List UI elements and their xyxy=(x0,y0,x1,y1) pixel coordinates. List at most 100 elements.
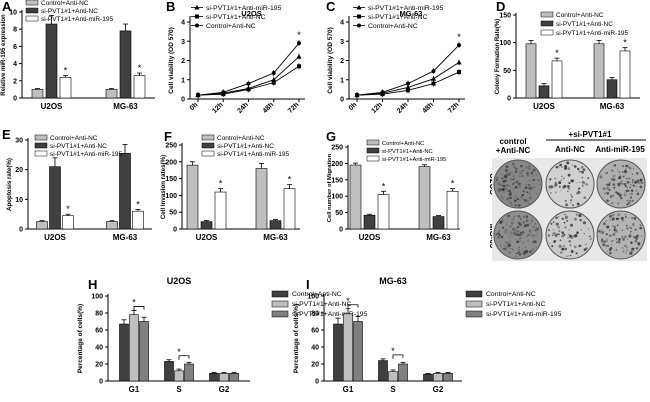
colony-dot xyxy=(625,167,627,170)
colony-dot xyxy=(497,182,501,185)
x-tick-label: 48h xyxy=(262,101,275,114)
bar xyxy=(62,215,74,230)
legend-swatch xyxy=(25,7,39,14)
colony-dot xyxy=(606,186,610,190)
colony-dot xyxy=(535,232,538,235)
y-tick-label: 2 xyxy=(181,58,185,65)
colony-dot xyxy=(568,240,571,243)
colony-dot xyxy=(570,254,572,257)
colony-dot xyxy=(568,187,571,190)
colony-dot xyxy=(576,231,579,234)
colony-dot xyxy=(599,175,603,179)
colony-dot xyxy=(625,249,628,252)
x-tick-label: MG-63 xyxy=(113,102,138,111)
colony-dot xyxy=(635,247,637,249)
colony-dot xyxy=(606,199,609,202)
colony-dot xyxy=(611,244,613,246)
colony-dot xyxy=(617,213,621,217)
colony-dot xyxy=(624,191,626,193)
colony-dot xyxy=(640,235,643,237)
x-tick-label: 72h xyxy=(287,101,300,114)
colony-dot xyxy=(613,217,615,219)
chart-title: U2OS xyxy=(241,9,261,18)
panel-label: A xyxy=(2,0,12,14)
colony-dot xyxy=(523,216,525,218)
y-tick-label: 0 xyxy=(181,97,185,104)
colony-dot xyxy=(609,214,612,217)
colony-dot xyxy=(550,222,553,225)
bar xyxy=(132,210,144,230)
colony-dot xyxy=(510,221,514,225)
bar xyxy=(200,221,213,230)
x-tick-label: G1 xyxy=(129,385,140,394)
legend-swatch xyxy=(271,290,289,298)
marker xyxy=(297,64,301,69)
colony-header-control-sub: +Anti-NC xyxy=(496,146,531,155)
colony-dot xyxy=(508,173,510,175)
colony-dot xyxy=(560,190,562,192)
colony-dot xyxy=(503,244,505,246)
colony-dot xyxy=(618,218,620,220)
colony-dot xyxy=(631,173,634,175)
y-tick-label: 150 xyxy=(331,177,343,184)
colony-dot xyxy=(521,174,524,177)
colony-dot xyxy=(628,202,631,205)
significance-bracket xyxy=(347,304,359,309)
colony-dot xyxy=(621,165,625,168)
marker xyxy=(431,69,436,74)
colony-dot xyxy=(571,250,574,253)
colony-dot xyxy=(603,222,606,226)
colony-dot xyxy=(613,174,616,177)
legend-label: Control+Anti-NC xyxy=(217,135,265,142)
x-tick-label: G2 xyxy=(219,385,230,394)
colony-dot xyxy=(516,180,519,183)
bar xyxy=(423,373,433,382)
colony-dot xyxy=(617,202,620,205)
bar xyxy=(388,371,398,382)
colony-dot xyxy=(564,226,567,229)
legend-label: si-PVT1#1+Anti-NC xyxy=(50,143,107,150)
colony-dot xyxy=(511,217,515,222)
legend-label: Control+Anti-NC xyxy=(382,141,424,147)
marker xyxy=(246,87,251,92)
colony-dot xyxy=(500,195,503,198)
colony-dot xyxy=(534,238,537,241)
legend-label: si-PVT1#1+Anti-NC xyxy=(41,8,98,15)
marker xyxy=(296,54,302,59)
colony-dot xyxy=(582,168,586,172)
colony-dot xyxy=(522,252,524,254)
panel-label: H xyxy=(88,277,97,292)
colony-dot xyxy=(556,233,560,236)
colony-dot xyxy=(633,225,635,227)
colony-dot xyxy=(615,238,618,240)
colony-dot xyxy=(547,234,550,237)
colony-dot xyxy=(629,226,632,229)
y-tick-label: 1 xyxy=(340,77,344,84)
colony-dot xyxy=(637,192,639,194)
colony-dot xyxy=(639,178,643,182)
x-tick-label: 0h xyxy=(348,101,359,112)
colony-dot xyxy=(509,201,512,204)
colony-dot xyxy=(619,182,622,184)
y-tick-label: 4 xyxy=(340,20,344,27)
y-tick-label: 40 xyxy=(311,345,319,352)
marker xyxy=(357,14,361,19)
colony-dot xyxy=(582,184,584,186)
legend-swatch xyxy=(271,310,289,318)
colony-dot xyxy=(575,213,579,216)
legend-swatch xyxy=(465,310,483,318)
x-tick-label: U2OS xyxy=(44,233,66,242)
significance-mark: * xyxy=(382,181,386,191)
x-tick-label: 24h xyxy=(236,101,249,114)
significance-mark: * xyxy=(555,48,559,58)
colony-dot xyxy=(509,232,512,234)
marker xyxy=(405,84,411,90)
colony-dot xyxy=(513,215,515,218)
y-tick-label: 0 xyxy=(13,96,17,103)
colony-dot xyxy=(527,202,530,204)
marker xyxy=(221,90,226,95)
y-tick-label: 2 xyxy=(13,78,17,85)
colony-dot xyxy=(499,221,503,224)
colony-dot xyxy=(561,234,565,238)
colony-dot xyxy=(526,200,529,203)
